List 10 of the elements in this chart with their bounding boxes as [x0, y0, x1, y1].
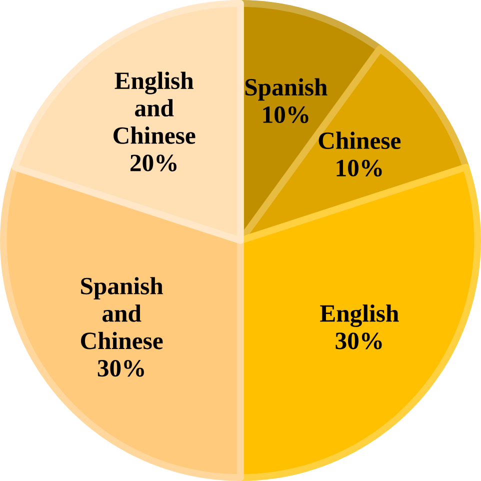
- data-label: 30%: [98, 360, 144, 377]
- data-label: 30%: [336, 332, 382, 350]
- data-label: 10%: [263, 106, 308, 124]
- slice-label: Chinese: [318, 132, 401, 150]
- slice-label: English and Chinese: [114, 72, 196, 144]
- slice-label: English: [320, 304, 399, 328]
- slice-label: Spanish and Chinese: [81, 277, 164, 350]
- data-label: 10%: [336, 160, 382, 177]
- data-label: 20%: [130, 154, 176, 172]
- slice-label: Spanish: [245, 78, 328, 101]
